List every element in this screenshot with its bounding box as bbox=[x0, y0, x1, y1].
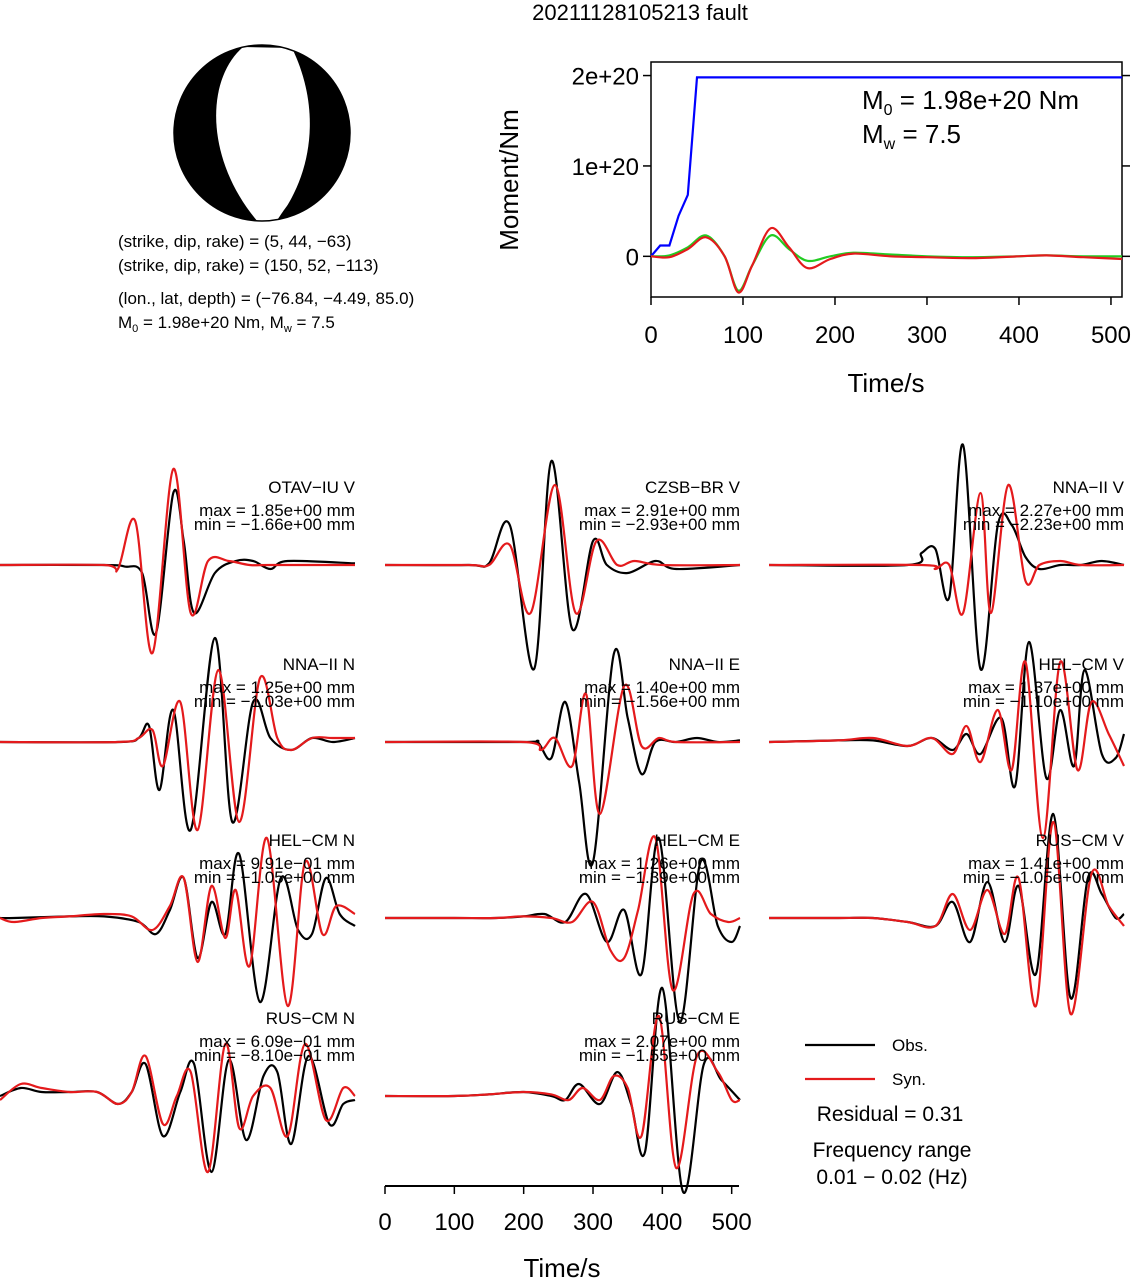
station-label: OTAV−IU V bbox=[268, 478, 355, 497]
frequency-range-value: 0.01 − 0.02 (Hz) bbox=[816, 1166, 967, 1189]
synthetic-trace bbox=[384, 1014, 741, 1170]
moment-xtick-label: 100 bbox=[723, 322, 763, 349]
station-min: min = −2.93e+00 mm bbox=[579, 515, 740, 534]
station-min: min = −1.39e+00 mm bbox=[579, 868, 740, 887]
station-label: NNA−II E bbox=[669, 655, 740, 674]
station-max: max = 2.07e+00 mm bbox=[584, 1032, 740, 1051]
moment-xtick-label: 500 bbox=[1091, 322, 1131, 349]
station-max: max = 2.91e+00 mm bbox=[584, 501, 740, 520]
mechanism-info: (strike, dip, rake) = (5, 44, −63) (stri… bbox=[118, 232, 414, 335]
moment-xtick-label: 300 bbox=[907, 322, 947, 349]
station-label: HEL−CM E bbox=[655, 831, 741, 850]
station-label: RUS−CM N bbox=[266, 1009, 355, 1028]
moment-y-axis-label: Moment/Nm bbox=[494, 109, 524, 251]
synthetic-trace bbox=[0, 668, 355, 832]
moment-series-line bbox=[650, 76, 1122, 258]
waveform-xtick-label: 400 bbox=[642, 1209, 682, 1236]
moment-xtick-label: 400 bbox=[999, 322, 1039, 349]
moment-xtick-label: 200 bbox=[815, 322, 855, 349]
waveform-x-axis-label: Time/s bbox=[523, 1253, 600, 1281]
mechanism-line-2: (strike, dip, rake) = (150, 52, −113) bbox=[118, 256, 378, 275]
station-label: NNA−II V bbox=[1053, 478, 1125, 497]
moment-plot-frame bbox=[650, 61, 1123, 298]
moment-ytick-label: 0 bbox=[626, 244, 639, 271]
station-min: min = −1.05e+00 mm bbox=[194, 868, 355, 887]
observed-trace bbox=[0, 1054, 356, 1174]
synthetic-trace bbox=[384, 683, 741, 816]
synthetic-trace bbox=[768, 483, 1125, 616]
station-min: min = −1.03e+00 mm bbox=[194, 692, 355, 711]
station-label: HEL−CM N bbox=[269, 831, 355, 850]
moment-m0-annotation: M0 = 1.98e+20 Nm bbox=[862, 85, 1079, 119]
station-min: min = −1.56e+00 mm bbox=[579, 692, 740, 711]
station-min: min = −8.10e−01 mm bbox=[194, 1046, 355, 1065]
moment-summary-line: M0 = 1.98e+20 Nm, Mw = 7.5 bbox=[118, 313, 335, 335]
moment-xtick-label: 0 bbox=[644, 322, 657, 349]
synthetic-trace bbox=[385, 835, 741, 992]
station-max: max = 1.26e+00 mm bbox=[584, 854, 740, 873]
station-max: max = 1.41e+00 mm bbox=[968, 854, 1124, 873]
moment-series-line bbox=[650, 234, 1123, 292]
station-max: max = 2.27e+00 mm bbox=[968, 501, 1124, 520]
station-min: min = −2.23e+00 mm bbox=[963, 515, 1124, 534]
station-min: min = −1.10e+00 mm bbox=[963, 692, 1124, 711]
synthetic-trace bbox=[769, 820, 1125, 1016]
station-max: max = 1.85e+00 mm bbox=[199, 501, 355, 520]
station-label: RUS−CM V bbox=[1036, 831, 1125, 850]
residual-label: Residual = 0.31 bbox=[817, 1103, 964, 1126]
moment-x-axis-label: Time/s bbox=[847, 368, 924, 398]
moment-rate-panel: 0 1e+20 2e+20 0 100 200 300 400 500 Moment/Nm T… bbox=[494, 61, 1131, 398]
station-max: max = 9.91e−01 mm bbox=[199, 854, 355, 873]
moment-ytick-label: 1e+20 bbox=[572, 154, 639, 181]
station-label: CZSB−BR V bbox=[645, 478, 741, 497]
moment-series-line bbox=[650, 226, 1123, 294]
waveform-xtick-label: 300 bbox=[573, 1209, 613, 1236]
moment-mw-annotation: Mw = 7.5 bbox=[862, 119, 961, 153]
legend-obs-label: Obs. bbox=[892, 1036, 928, 1055]
waveform-time-axis: 0 100 200 300 400 500 Time/s bbox=[378, 1185, 752, 1281]
legend-syn-label: Syn. bbox=[892, 1070, 926, 1089]
synthetic-trace bbox=[0, 1042, 356, 1174]
mechanism-line-1: (strike, dip, rake) = (5, 44, −63) bbox=[118, 232, 351, 251]
waveform-xtick-label: 0 bbox=[378, 1209, 391, 1236]
station-min: min = −1.05e+00 mm bbox=[963, 868, 1124, 887]
observed-trace bbox=[768, 443, 1125, 671]
waveform-xtick-label: 500 bbox=[712, 1209, 752, 1236]
waveform-xtick-label: 100 bbox=[434, 1209, 474, 1236]
waveform-xtick-label: 200 bbox=[504, 1209, 544, 1236]
observed-trace bbox=[0, 852, 356, 1004]
legend: Obs. Syn. bbox=[805, 1036, 928, 1089]
station-max: max = 1.25e+00 mm bbox=[199, 678, 355, 697]
frequency-range-label: Frequency range bbox=[813, 1139, 972, 1162]
station-max: max = 6.09e−01 mm bbox=[199, 1032, 355, 1051]
station-min: min = −1.55e+00 mm bbox=[579, 1046, 740, 1065]
focal-mechanism-beachball bbox=[173, 44, 351, 222]
synthetic-trace bbox=[384, 483, 741, 615]
station-max: max = 1.37e+00 mm bbox=[968, 678, 1124, 697]
synthetic-trace bbox=[768, 660, 1125, 840]
location-line: (lon., lat, depth) = (−76.84, −4.49, 85.… bbox=[118, 289, 414, 308]
synthetic-trace bbox=[0, 836, 356, 1008]
moment-ytick-label: 2e+20 bbox=[572, 64, 639, 91]
synthetic-trace bbox=[0, 467, 355, 655]
station-max: max = 1.40e+00 mm bbox=[584, 678, 740, 697]
figure-title: 20211128105213 fault bbox=[532, 0, 748, 25]
station-label: RUS−CM E bbox=[652, 1009, 740, 1028]
station-label: NNA−II N bbox=[283, 655, 355, 674]
station-label: HEL−CM V bbox=[1039, 655, 1125, 674]
station-min: min = −1.66e+00 mm bbox=[194, 515, 355, 534]
